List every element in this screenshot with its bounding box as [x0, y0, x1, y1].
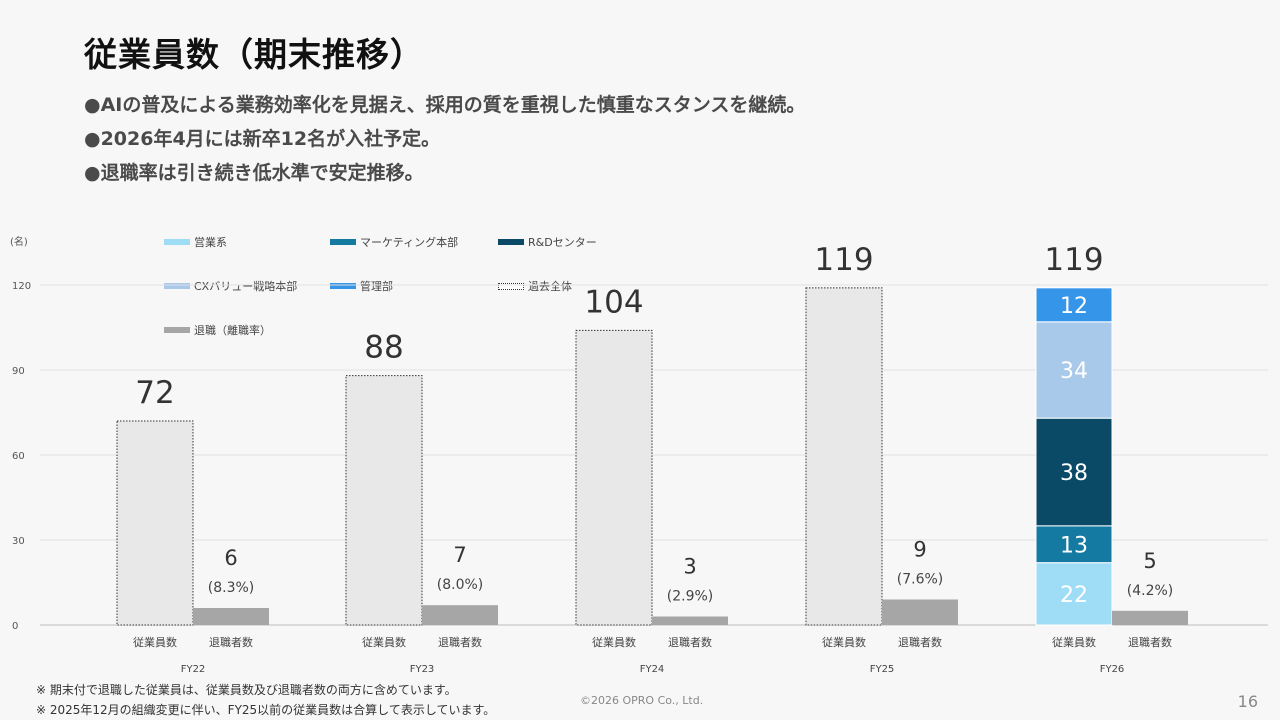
page-number: 16 — [1237, 692, 1258, 711]
bar-label-employees: 従業員数 — [822, 636, 866, 649]
y-tick-label: 0 — [12, 621, 18, 632]
footnote-reorganization: ※ 2025年12月の組織変更に伴い、FY25以前の従業員数は合算して表示してい… — [36, 703, 496, 717]
legend-label: 管理部 — [360, 280, 393, 293]
bar-label-retirees: 退職者数 — [438, 636, 482, 649]
stack-segment-label: 38 — [1060, 461, 1088, 486]
retiree-count-label: 7 — [453, 543, 466, 567]
page-title: 従業員数（期末推移） — [84, 35, 424, 74]
legend-swatch-rnd — [498, 239, 524, 245]
retiree-bar — [1112, 610, 1188, 625]
retiree-bar — [422, 605, 498, 625]
legend-swatch-past-total — [498, 282, 524, 290]
retiree-rate-label: (4.2%) — [1127, 583, 1174, 599]
category-label: FY22 — [181, 664, 206, 675]
footnotes: ※ 期末付で退職した従業員は、従業員数及び退職者数の両方に含めています。 ※ 2… — [36, 680, 495, 720]
bar-label-retirees: 退職者数 — [668, 636, 712, 649]
stack-segment — [1035, 287, 1113, 323]
legend-item-retirees: 退職（離職率） — [164, 322, 271, 338]
legend-label: 退職（離職率） — [194, 324, 271, 337]
bullet-list: ●AIの普及による業務効率化を見据え、採用の質を重視した慎重なスタンスを継続。 … — [84, 92, 805, 194]
employee-bar — [575, 329, 653, 626]
chart-legend: 営業系 マーケティング本部 R&Dセンター CXバリュー戦略本部 管理部 過去全… — [164, 234, 624, 344]
legend-swatch-marketing — [330, 239, 356, 245]
retiree-bar — [882, 599, 958, 625]
retiree-count-label: 3 — [683, 555, 696, 579]
retiree-bar — [193, 608, 269, 625]
y-tick-label: 60 — [12, 451, 25, 462]
legend-swatch-retirees — [164, 327, 190, 333]
bar-label-employees: 従業員数 — [133, 636, 177, 649]
bar-label-retirees: 退職者数 — [209, 636, 253, 649]
retiree-bar — [652, 616, 728, 625]
stack-segment — [1035, 562, 1113, 626]
legend-item-sales: 営業系 — [164, 234, 227, 250]
bar-label-retirees: 退職者数 — [1128, 636, 1172, 649]
retiree-count-label: 5 — [1143, 549, 1156, 573]
legend-label: マーケティング本部 — [360, 236, 459, 249]
legend-label: CXバリュー戦略本部 — [194, 280, 298, 293]
copyright: ©2026 OPRO Co., Ltd. — [580, 694, 704, 707]
employee-total-label: 104 — [584, 284, 643, 320]
legend-item-past-total: 過去全体 — [498, 278, 572, 294]
bullet-turnover: ●退職率は引き続き低水準で安定推移。 — [84, 162, 424, 184]
bar-label-employees: 従業員数 — [1052, 636, 1096, 649]
bar-label-employees: 従業員数 — [362, 636, 406, 649]
legend-label: 営業系 — [194, 236, 227, 249]
employee-bar — [345, 375, 423, 626]
stack-segment-label: 12 — [1060, 294, 1088, 319]
bullet-ai-efficiency: ●AIの普及による業務効率化を見据え、採用の質を重視した慎重なスタンスを継続。 — [84, 94, 806, 116]
stack-segment-label: 22 — [1060, 583, 1088, 608]
legend-label: R&Dセンター — [528, 236, 597, 249]
stack-segment-label: 34 — [1060, 359, 1088, 384]
employee-bar — [116, 420, 194, 626]
legend-label: 過去全体 — [528, 280, 572, 293]
stack-segment — [1035, 417, 1113, 527]
retiree-rate-label: (8.3%) — [208, 580, 255, 596]
y-unit-label: (名) — [10, 235, 28, 248]
category-label: FY23 — [410, 664, 435, 675]
category-label: FY26 — [1100, 664, 1125, 675]
stack-segment — [1035, 525, 1113, 564]
retiree-count-label: 9 — [913, 538, 926, 562]
category-label: FY24 — [640, 664, 665, 675]
employee-total-label: 72 — [135, 375, 174, 411]
employee-total-label: 119 — [814, 242, 873, 278]
y-tick-label: 90 — [12, 366, 25, 377]
y-tick-label: 120 — [12, 281, 31, 292]
y-tick-label: 30 — [12, 536, 25, 547]
legend-item-cx: CXバリュー戦略本部 — [164, 278, 297, 294]
legend-item-admin: 管理部 — [330, 278, 393, 294]
bar-label-employees: 従業員数 — [592, 636, 636, 649]
legend-item-rnd: R&Dセンター — [498, 234, 597, 250]
stack-segment — [1035, 321, 1113, 419]
retiree-count-label: 6 — [224, 546, 237, 570]
legend-swatch-sales — [164, 239, 190, 245]
retiree-rate-label: (2.9%) — [667, 589, 714, 605]
legend-item-marketing: マーケティング本部 — [330, 234, 458, 250]
legend-swatch-cx — [164, 283, 190, 289]
bullet-new-graduates: ●2026年4月には新卒12名が入社予定。 — [84, 128, 441, 150]
employee-total-label: 88 — [364, 330, 403, 366]
stack-segment-label: 13 — [1060, 533, 1088, 558]
category-label: FY25 — [870, 664, 895, 675]
employee-total-label: 119 — [1044, 242, 1103, 278]
retiree-rate-label: (7.6%) — [897, 572, 944, 588]
bar-label-retirees: 退職者数 — [898, 636, 942, 649]
legend-swatch-admin — [330, 283, 356, 289]
employee-chart: (名) 0 30 60 90 120 72 6 (8.3%) 従業員数 退職者数 FY22 88 7 (8.… — [10, 235, 1268, 675]
retiree-rate-label: (8.0%) — [437, 577, 484, 593]
footnote-retirement: ※ 期末付で退職した従業員は、従業員数及び退職者数の両方に含めています。 — [36, 683, 457, 697]
employee-bar — [805, 287, 883, 626]
